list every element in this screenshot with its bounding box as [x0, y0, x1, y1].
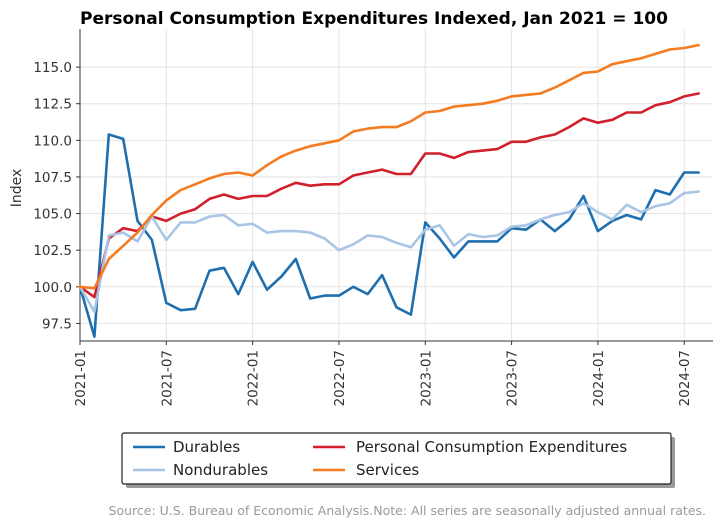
legend-box	[121, 432, 672, 485]
y-tick-label-0: 97.5	[42, 316, 72, 332]
legend-label-nondurables: Nondurables	[173, 461, 268, 479]
axes	[79, 29, 713, 342]
series-line-personal-consumption-expenditures	[78, 92, 700, 299]
x-tick-label-2: 2022-01	[246, 350, 262, 406]
y-tick-labels: 97.5 100.0 102.5 105.0 107.5 110.0 112.5 115.0	[33, 60, 80, 332]
y-tick-label-4: 107.5	[33, 170, 72, 186]
series-line-durables	[78, 133, 700, 338]
x-tick-label-6: 2024-01	[591, 350, 607, 406]
x-tick-label-0: 2021-01	[73, 350, 89, 406]
y-tick-label-3: 105.0	[33, 207, 72, 223]
y-tick-label-1: 100.0	[33, 280, 72, 296]
legend-label-durables: Durables	[173, 438, 240, 456]
series-line-nondurables	[78, 190, 700, 314]
series-line-services	[78, 43, 700, 290]
grid	[79, 29, 713, 341]
legend-label-pce: Personal Consumption Expenditures	[356, 438, 627, 456]
legend: Durables Personal Consumption Expenditur…	[121, 432, 675, 488]
y-axis-label: Index	[9, 169, 25, 208]
x-tick-label-1: 2021-07	[159, 350, 175, 406]
y-tick-label-5: 110.0	[33, 133, 72, 149]
y-tick-label-7: 115.0	[33, 60, 72, 76]
chart-title: Personal Consumption Expenditures Indexe…	[80, 9, 668, 29]
x-tick-labels: 2021-01 2021-07 2022-01 2022-07 2023-01 2023-…	[73, 341, 693, 406]
legend-label-services: Services	[356, 461, 419, 479]
y-tick-label-6: 112.5	[33, 97, 72, 113]
x-tick-label-5: 2023-07	[505, 350, 521, 406]
source-note: Source: U.S. Bureau of Economic Analysis…	[109, 503, 706, 518]
x-tick-label-3: 2022-07	[332, 350, 348, 406]
x-tick-label-4: 2023-01	[418, 350, 434, 406]
x-tick-label-7: 2024-07	[677, 350, 693, 406]
series-lines	[78, 43, 700, 338]
y-tick-label-2: 102.5	[33, 243, 72, 259]
